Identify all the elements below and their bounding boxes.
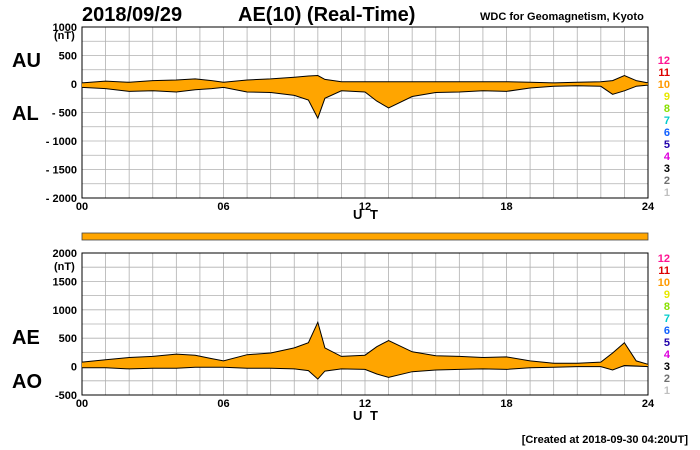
level-legend-item: 12 — [657, 253, 670, 265]
level-legend-item: 11 — [658, 265, 670, 277]
top-x-axis-title: U T — [353, 207, 380, 222]
series-line-au — [81, 74, 649, 84]
level-legend-item: 1 — [663, 187, 670, 199]
y-tick-label: 500 — [59, 51, 77, 63]
series-line-ao — [82, 364, 649, 380]
area-band — [82, 322, 648, 380]
top-level-legend: 12 11 10 9 8 7 6 5 4 3 2 1 — [650, 55, 670, 199]
x-tick-label: 06 — [217, 201, 229, 213]
ae-label: AE — [12, 327, 40, 349]
level-legend-item: 4 — [663, 349, 670, 361]
level-legend-item: 8 — [663, 103, 670, 115]
y-tick-label: 1000 — [53, 305, 77, 317]
series-line-al — [81, 84, 649, 120]
chart-title: AE(10) (Real-Time) — [238, 4, 416, 26]
level-legend-item: 6 — [663, 325, 670, 337]
plot-frame — [81, 252, 649, 396]
level-legend-item: 11 — [658, 67, 670, 79]
y-tick-label: - 500 — [52, 108, 77, 120]
level-legend-item: 6 — [663, 127, 670, 139]
x-tick-label: 12 — [359, 398, 371, 410]
al-label: AL — [12, 103, 39, 125]
y-tick-label: -500 — [55, 390, 77, 402]
level-legend-item: 3 — [663, 163, 670, 175]
x-tick-label: 00 — [76, 201, 88, 213]
level-legend-item: 10 — [657, 79, 670, 91]
x-tick-label: 00 — [76, 398, 88, 410]
y-tick-label: - 1500 — [46, 165, 77, 177]
level-legend-item: 2 — [663, 373, 670, 385]
area-band — [82, 75, 648, 119]
y-tick-label: 0 — [71, 362, 77, 374]
level-legend-item: 9 — [663, 91, 670, 103]
level-legend-item: 4 — [663, 151, 670, 163]
x-tick-label: 24 — [642, 201, 655, 213]
y-tick-label: 2000 — [53, 248, 77, 260]
data-quality-bar — [81, 232, 649, 241]
plot-frame — [81, 26, 649, 199]
bottom-x-axis-title: U T — [353, 408, 380, 423]
x-tick-label: 24 — [642, 398, 655, 410]
bottom-level-legend: 12 11 10 9 8 7 6 5 4 3 2 1 — [650, 253, 670, 397]
au-label: AU — [12, 50, 41, 72]
level-legend-item: 7 — [663, 115, 670, 127]
series-line-ae — [81, 320, 649, 365]
y-tick-label: - 1000 — [46, 136, 77, 148]
y-tick-label: 500 — [59, 333, 77, 345]
y-tick-label: 1500 — [53, 276, 77, 288]
y-tick-label: 1000 — [53, 22, 77, 34]
x-tick-label: 18 — [500, 398, 512, 410]
bottom-unit: (nT) — [54, 261, 75, 273]
level-legend-item: 5 — [663, 139, 670, 151]
x-tick-label: 06 — [217, 398, 229, 410]
level-legend-item: 8 — [663, 301, 670, 313]
level-legend-item: 3 — [663, 361, 670, 373]
level-legend-item: 1 — [663, 385, 670, 397]
y-tick-label: 0 — [71, 79, 77, 91]
created-timestamp: [Created at 2018-09-30 04:20UT] — [521, 434, 688, 446]
data-source: WDC for Geomagnetism, Kyoto — [480, 11, 644, 23]
top-unit: (nT) — [54, 30, 75, 42]
level-legend-item: 10 — [657, 277, 670, 289]
x-tick-label: 18 — [500, 201, 512, 213]
level-legend-item: 9 — [663, 289, 670, 301]
y-tick-label: - 2000 — [46, 193, 77, 205]
level-legend-item: 12 — [657, 55, 670, 67]
level-legend-item: 7 — [663, 313, 670, 325]
ao-label: AO — [12, 371, 42, 393]
chart-date: 2018/09/29 — [82, 4, 183, 26]
x-tick-label: 12 — [359, 201, 371, 213]
level-legend-item: 5 — [663, 337, 670, 349]
level-legend-item: 2 — [663, 175, 670, 187]
